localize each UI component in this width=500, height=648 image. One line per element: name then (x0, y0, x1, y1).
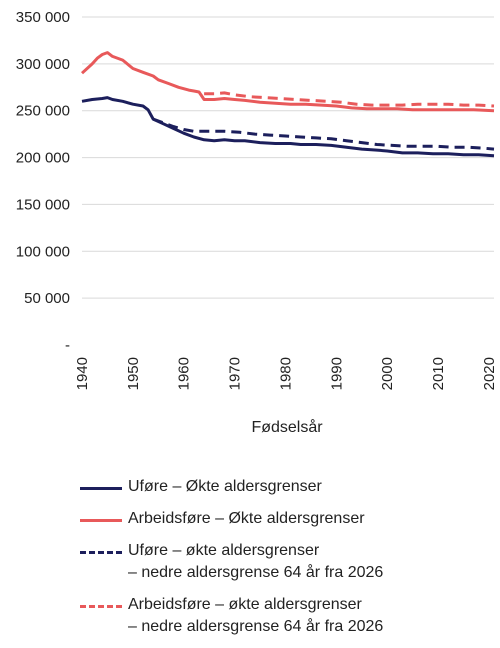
y-tick-label: 350 000 (16, 9, 70, 26)
x-tick-label: 1990 (328, 357, 345, 390)
x-axis-label: Fødselsår (251, 418, 323, 436)
legend-label-line: – nedre aldersgrense 64 år fra 2026 (128, 618, 384, 635)
series-line-4 (204, 91, 495, 108)
grid-lines (82, 16, 494, 299)
y-tick-label: 200 000 (16, 150, 70, 167)
x-tick-label: 2000 (379, 357, 396, 390)
legend-item-2: Arbeidsføre – Økte aldersgrenser (80, 508, 490, 532)
legend-label-line: Arbeidsføre – økte aldersgrenser (128, 596, 362, 613)
y-tick-label: 100 000 (16, 243, 70, 260)
x-tick-label: 2010 (430, 357, 447, 390)
x-tick-label: 2020 (481, 357, 498, 390)
y-tick-label: 150 000 (16, 196, 70, 213)
x-axis-tick-labels: 1940 1950 1960 1970 1980 1990 2000 2010 2020 (74, 357, 498, 390)
x-tick-label: 1940 (74, 357, 91, 390)
legend-label: Arbeidsføre – Økte aldersgrenser (128, 508, 365, 530)
y-tick-label: 250 000 (16, 103, 70, 120)
x-tick-label: 1970 (227, 357, 244, 390)
legend-swatch (80, 487, 122, 490)
y-tick-label: - (65, 337, 70, 354)
legend-label: Uføre – Økte aldersgrenser (128, 476, 322, 498)
legend-swatch (80, 551, 122, 554)
legend-label-line: – nedre aldersgrense 64 år fra 2026 (128, 564, 384, 581)
x-tick-label: 1980 (277, 357, 294, 390)
legend-label: Uføre – økte aldersgrenser – nedre alders… (128, 540, 383, 584)
legend-label-line: Uføre – Økte aldersgrenser (128, 478, 322, 495)
legend-item-4: Arbeidsføre – økte aldersgrenser – nedre … (80, 594, 490, 640)
series-lines (80, 51, 495, 158)
series-line-2 (80, 51, 495, 113)
y-axis-tick-labels: - 50 000 100 000 150 000 200 000 250 000 300 0… (16, 9, 70, 354)
y-tick-label: 300 000 (16, 56, 70, 73)
series-line-1 (81, 96, 495, 158)
chart-legend: Uføre – Økte aldersgrenser Arbeidsføre – … (80, 476, 490, 648)
legend-label: Arbeidsføre – økte aldersgrenser – nedre … (128, 594, 383, 638)
legend-item-1: Uføre – Økte aldersgrenser (80, 476, 490, 500)
legend-swatch (80, 519, 122, 522)
x-tick-label: 1960 (176, 357, 193, 390)
legend-label-line: Uføre – økte aldersgrenser (128, 542, 320, 559)
legend-swatch (80, 605, 122, 608)
legend-label-line: Arbeidsføre – Økte aldersgrenser (128, 510, 365, 527)
line-chart: - 50 000 100 000 150 000 200 000 250 000 300 0… (16, 9, 498, 436)
legend-item-3: Uføre – økte aldersgrenser – nedre alders… (80, 540, 490, 586)
y-tick-label: 50 000 (24, 290, 70, 307)
x-tick-label: 1950 (125, 357, 142, 390)
series-line-3 (152, 117, 495, 151)
